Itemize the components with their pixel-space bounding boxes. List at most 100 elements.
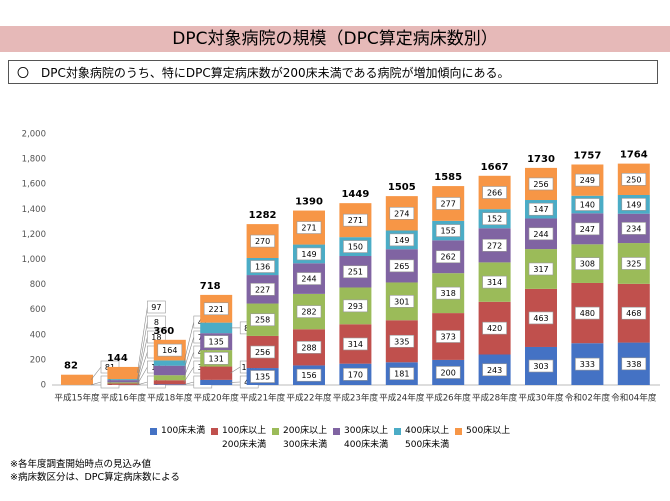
data-label: 243 bbox=[487, 366, 502, 375]
legend-swatch bbox=[211, 428, 218, 435]
data-label: 314 bbox=[487, 278, 502, 287]
y-tick-label: 1,000 bbox=[22, 255, 46, 265]
data-label: 251 bbox=[348, 268, 363, 277]
x-tick-label: 平成22年度 bbox=[286, 392, 332, 404]
note: ※病床数区分は、DPC算定病床数による bbox=[10, 472, 180, 483]
label-box bbox=[528, 202, 554, 216]
data-label: 271 bbox=[301, 224, 316, 233]
x-tick-label: 平成18年度 bbox=[147, 392, 193, 404]
total-label: 1505 bbox=[388, 182, 416, 193]
x-tick-label: 令和02年度 bbox=[565, 392, 611, 404]
label-box bbox=[621, 257, 647, 270]
legend-label: 100床未満 bbox=[161, 426, 206, 436]
label-box bbox=[343, 299, 368, 313]
label-box bbox=[621, 198, 647, 211]
leader-line bbox=[137, 336, 148, 382]
bar-segment bbox=[200, 322, 233, 334]
data-label: 480 bbox=[580, 309, 595, 318]
data-label: 97 bbox=[151, 303, 161, 312]
data-label: 282 bbox=[301, 308, 316, 317]
data-label: 135 bbox=[209, 338, 224, 347]
label-box bbox=[343, 213, 368, 227]
data-label: 136 bbox=[255, 263, 270, 272]
data-label: 265 bbox=[394, 262, 409, 271]
data-label: 244 bbox=[301, 275, 316, 284]
data-label: 338 bbox=[626, 360, 641, 369]
data-label: 135 bbox=[255, 373, 270, 382]
data-label: 234 bbox=[626, 224, 641, 233]
data-label: 335 bbox=[394, 337, 409, 346]
total-label: 82 bbox=[64, 361, 78, 372]
legend-label: 200床以上 300床未満 bbox=[283, 426, 328, 450]
label-box bbox=[250, 234, 275, 248]
leader-line bbox=[137, 351, 148, 384]
y-tick-label: 600 bbox=[30, 305, 46, 315]
x-tick-label: 平成30年度 bbox=[518, 392, 564, 404]
label-box bbox=[296, 368, 322, 382]
label-box bbox=[575, 198, 600, 211]
label-box bbox=[621, 306, 647, 320]
data-label: 301 bbox=[394, 297, 409, 306]
x-tick-label: 平成28年度 bbox=[472, 392, 518, 404]
label-box bbox=[389, 207, 415, 220]
bar-segment bbox=[200, 379, 233, 385]
label-box bbox=[482, 363, 507, 377]
label-box bbox=[575, 306, 600, 320]
x-tick-label: 平成23年度 bbox=[333, 392, 379, 404]
data-label: 463 bbox=[533, 314, 548, 323]
bar-segment bbox=[153, 380, 186, 385]
total-label: 1730 bbox=[527, 154, 555, 165]
label-box bbox=[575, 257, 600, 270]
legend-swatch bbox=[150, 428, 157, 435]
leader-line bbox=[90, 381, 102, 386]
label-box bbox=[575, 222, 600, 236]
label-box bbox=[528, 227, 554, 241]
label-box bbox=[621, 357, 647, 371]
label-box bbox=[389, 295, 415, 308]
label-box bbox=[250, 370, 275, 383]
data-label: 272 bbox=[487, 241, 502, 250]
data-label: 170 bbox=[348, 370, 363, 379]
y-tick-label: 800 bbox=[30, 280, 46, 290]
data-label: 249 bbox=[580, 176, 595, 185]
x-tick-label: 平成20年度 bbox=[194, 392, 240, 404]
label-box bbox=[621, 173, 647, 186]
data-label: 164 bbox=[162, 346, 177, 355]
label-box bbox=[482, 186, 507, 199]
legend-item: 200床以上 300床未満 bbox=[272, 426, 333, 452]
label-box bbox=[435, 250, 461, 264]
bar-segment bbox=[107, 379, 140, 381]
label-box bbox=[157, 343, 183, 357]
legend-swatch bbox=[272, 428, 279, 435]
total-label: 144 bbox=[107, 353, 128, 364]
total-label: 1667 bbox=[481, 162, 509, 173]
leader-line bbox=[137, 321, 148, 380]
x-tick-label: 平成24年度 bbox=[379, 392, 425, 404]
data-label: 258 bbox=[255, 316, 270, 325]
total-label: 1449 bbox=[341, 189, 369, 200]
label-box bbox=[435, 330, 461, 343]
bar-segment bbox=[107, 382, 140, 384]
label-box bbox=[621, 222, 647, 235]
label-box bbox=[147, 300, 166, 314]
label-box bbox=[435, 197, 461, 210]
label-box bbox=[435, 224, 461, 237]
label-box bbox=[435, 286, 461, 300]
label-box bbox=[528, 359, 554, 373]
leader-line bbox=[183, 381, 194, 385]
data-label: 317 bbox=[533, 265, 548, 274]
label-box bbox=[528, 177, 554, 191]
data-label: 152 bbox=[487, 215, 502, 224]
data-label: 247 bbox=[580, 225, 595, 234]
data-label: 270 bbox=[255, 237, 270, 246]
legend-label: 100床以上 200床未満 bbox=[222, 426, 267, 450]
bar-segment bbox=[153, 375, 186, 381]
leader-line bbox=[230, 366, 241, 374]
header-title: DPC対象病院の規模（DPC算定病床数別） bbox=[0, 26, 670, 52]
label-box bbox=[389, 334, 415, 348]
label-box bbox=[575, 173, 600, 187]
label-box bbox=[296, 305, 322, 318]
label-box bbox=[482, 212, 507, 226]
data-label: 140 bbox=[580, 201, 595, 210]
data-label: 303 bbox=[533, 362, 548, 371]
